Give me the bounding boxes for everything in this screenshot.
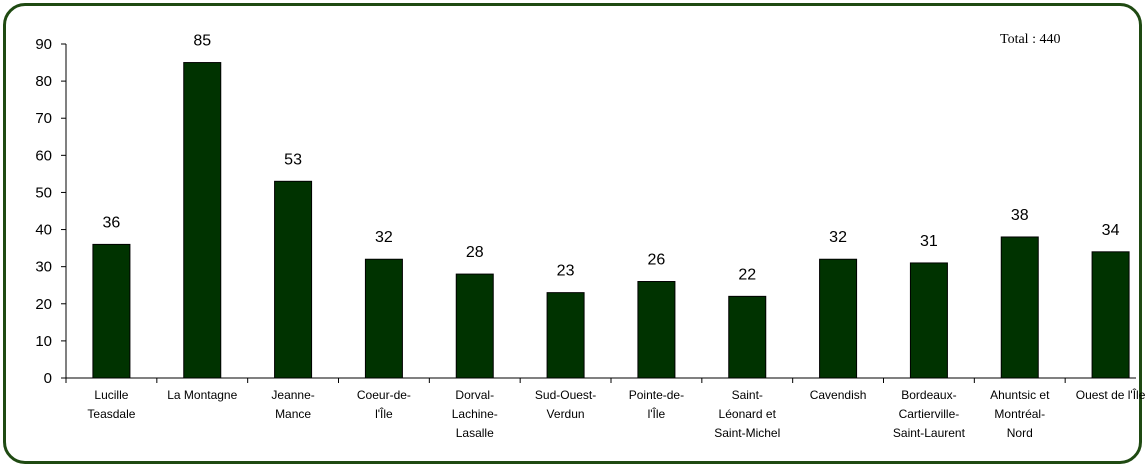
y-tick-label: 30	[35, 259, 52, 276]
data-label: 38	[1011, 207, 1029, 224]
x-tick-label: Jeanne-Mance	[271, 388, 314, 421]
bar	[637, 281, 676, 379]
bar	[728, 295, 767, 379]
y-axis: 0 10 20 30 40 50 60 70 80 90	[35, 36, 67, 387]
data-label: 32	[375, 229, 393, 246]
data-label: 28	[466, 244, 484, 261]
y-tick-label: 20	[35, 296, 52, 313]
data-label: 34	[1102, 222, 1120, 239]
bar	[274, 180, 313, 379]
y-tick-label: 90	[35, 36, 52, 53]
data-labels: 36 85 53 32 28 23 26 22 32 31 38 34	[103, 33, 1120, 284]
bar	[455, 273, 494, 379]
data-label: 85	[193, 33, 211, 50]
data-label: 31	[920, 233, 938, 250]
data-label: 32	[829, 229, 847, 246]
x-tick-label: Sud-Ouest-Verdun	[535, 388, 596, 421]
x-tick-label: Dorval-Lachine-Lasalle	[452, 388, 498, 440]
x-tick-label: Bordeaux-Cartierville-Saint-Laurent	[893, 388, 966, 440]
y-tick-label: 80	[35, 73, 52, 90]
bar	[364, 258, 403, 379]
bar	[1091, 251, 1130, 379]
x-tick-label: Pointe-de-l'Île	[629, 388, 684, 421]
bar	[909, 262, 948, 379]
y-tick-label: 10	[35, 333, 52, 350]
data-label: 36	[103, 214, 121, 231]
x-tick-label: Lucille Teasdale	[87, 388, 135, 421]
x-axis	[65, 377, 1136, 383]
x-tick-labels: Lucille Teasdale La Montagne Jeanne-Mance Co…	[87, 387, 1145, 440]
x-tick-label: Saint-Léonard et Saint-Michel	[714, 388, 780, 440]
x-tick-label: Cavendish	[810, 388, 867, 402]
y-tick-label: 70	[35, 110, 52, 127]
data-label: 26	[648, 252, 666, 269]
data-label: 22	[738, 266, 756, 283]
x-tick-label: Ahuntsic et Montréal-Nord	[990, 388, 1050, 440]
bars	[92, 62, 1130, 379]
bar	[183, 62, 222, 379]
bar	[819, 258, 858, 379]
y-tick-label: 40	[35, 222, 52, 239]
y-tick-label: 50	[35, 184, 52, 201]
x-tick-label: Coeur-de-l'Île	[357, 388, 411, 421]
data-label: 23	[557, 263, 575, 280]
y-tick-label: 0	[44, 370, 52, 387]
bar	[1000, 236, 1039, 379]
x-tick-label: Ouest de l'Île	[1076, 387, 1146, 402]
data-label: 53	[284, 151, 302, 168]
total-annotation: Total : 440	[1000, 32, 1060, 47]
x-tick-label: La Montagne	[167, 388, 237, 402]
bar	[546, 292, 585, 379]
bar	[92, 243, 131, 379]
y-tick-label: 60	[35, 147, 52, 164]
